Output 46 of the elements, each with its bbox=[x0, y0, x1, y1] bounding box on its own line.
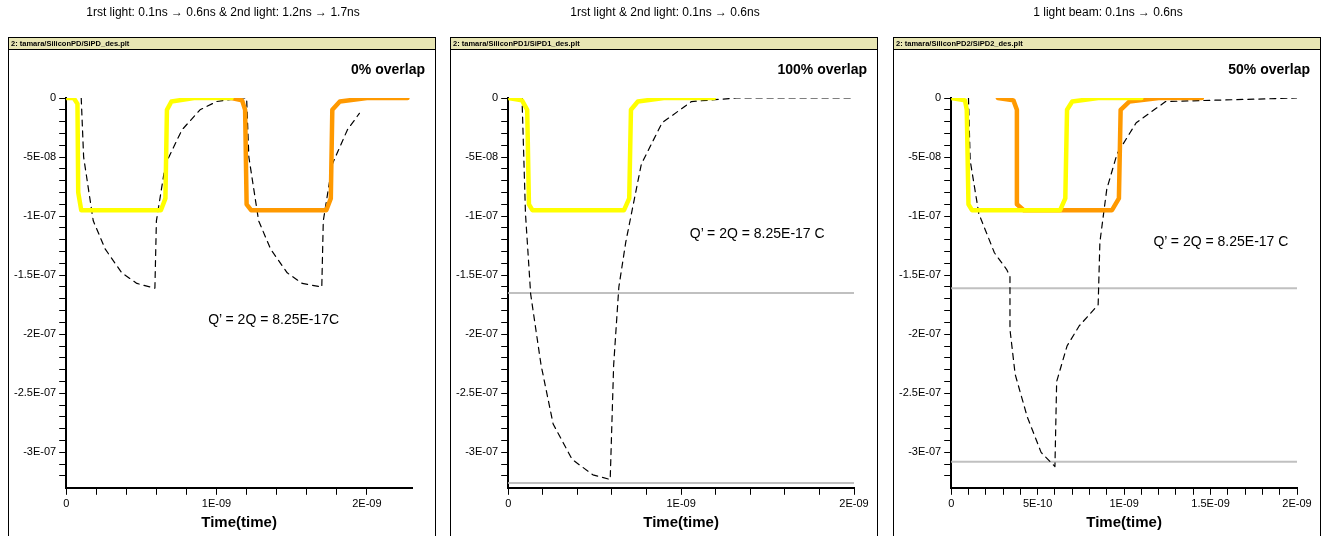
y-tick-label: -1.5E-07 bbox=[455, 268, 499, 281]
y-tick-label: 0 bbox=[935, 91, 942, 104]
x-tick-label: 1E-09 bbox=[666, 497, 696, 510]
y-tick-label: -1E-07 bbox=[908, 209, 942, 222]
y-tick-label: -3E-07 bbox=[908, 445, 942, 458]
chart-title: 1rst light & 2nd light: 0.1ns → 0.6ns bbox=[569, 5, 761, 19]
y-tick-label: -2E-07 bbox=[908, 327, 942, 340]
y-tick-label: -2E-07 bbox=[465, 327, 499, 340]
x-axis-title: Time(time) bbox=[1086, 513, 1162, 531]
chart-title: 1 light beam: 0.1ns → 0.6ns bbox=[1032, 5, 1184, 19]
y-tick-label: -3E-07 bbox=[465, 445, 499, 458]
y-tick-label: 0 bbox=[492, 91, 499, 104]
y-tick-label: -1E-07 bbox=[23, 209, 57, 222]
x-tick-label: 0 bbox=[505, 497, 512, 510]
y-tick-label: 0 bbox=[50, 91, 57, 104]
y-tick-label: -2.5E-07 bbox=[455, 386, 499, 399]
line-series bbox=[967, 98, 1297, 468]
x-tick-label: 5E-10 bbox=[1022, 497, 1053, 510]
annotation: Q’ = 2Q = 8.25E-17 C bbox=[1153, 233, 1289, 250]
x-tick-label: 2E-09 bbox=[1282, 497, 1312, 510]
y-tick-label: -5E-08 bbox=[908, 150, 942, 163]
y-tick-label: -1E-07 bbox=[465, 209, 499, 222]
annotation: Q’ = 2Q = 8.25E-17 C bbox=[689, 225, 825, 242]
x-tick-label: 1E-09 bbox=[201, 497, 232, 510]
text: 0% overlap bbox=[351, 61, 425, 77]
line-series bbox=[80, 98, 360, 289]
x-tick-label: 1.5E-09 bbox=[1191, 497, 1230, 510]
x-axis-title: Time(time) bbox=[201, 513, 277, 531]
x-tick-label: 0 bbox=[63, 497, 70, 510]
y-tick-label: -5E-08 bbox=[465, 150, 499, 163]
x-axis-title: Time(time) bbox=[643, 513, 719, 531]
y-tick-label: -1.5E-07 bbox=[13, 268, 57, 281]
text: 100% overlap bbox=[777, 61, 867, 77]
x-tick-label: 0 bbox=[948, 497, 955, 510]
x-tick-label: 1E-09 bbox=[1109, 497, 1139, 510]
x-tick-label: 2E-09 bbox=[839, 497, 869, 510]
y-tick-label: -2.5E-07 bbox=[13, 386, 57, 399]
y-tick-label: -5E-08 bbox=[23, 150, 57, 163]
y-tick-label: -2E-07 bbox=[23, 327, 57, 340]
y-tick-label: -3E-07 bbox=[23, 445, 57, 458]
text: 50% overlap bbox=[1228, 61, 1310, 77]
y-tick-label: -2.5E-07 bbox=[898, 386, 942, 399]
annotation: Q’ = 2Q = 8.25E-17C bbox=[208, 311, 340, 328]
y-tick-label: -1.5E-07 bbox=[898, 268, 942, 281]
chart-title: 1rst light: 0.1ns → 0.6ns & 2nd light: 1.2ns → 1.7ns bbox=[85, 5, 361, 19]
x-tick-label: 2E-09 bbox=[352, 497, 382, 510]
